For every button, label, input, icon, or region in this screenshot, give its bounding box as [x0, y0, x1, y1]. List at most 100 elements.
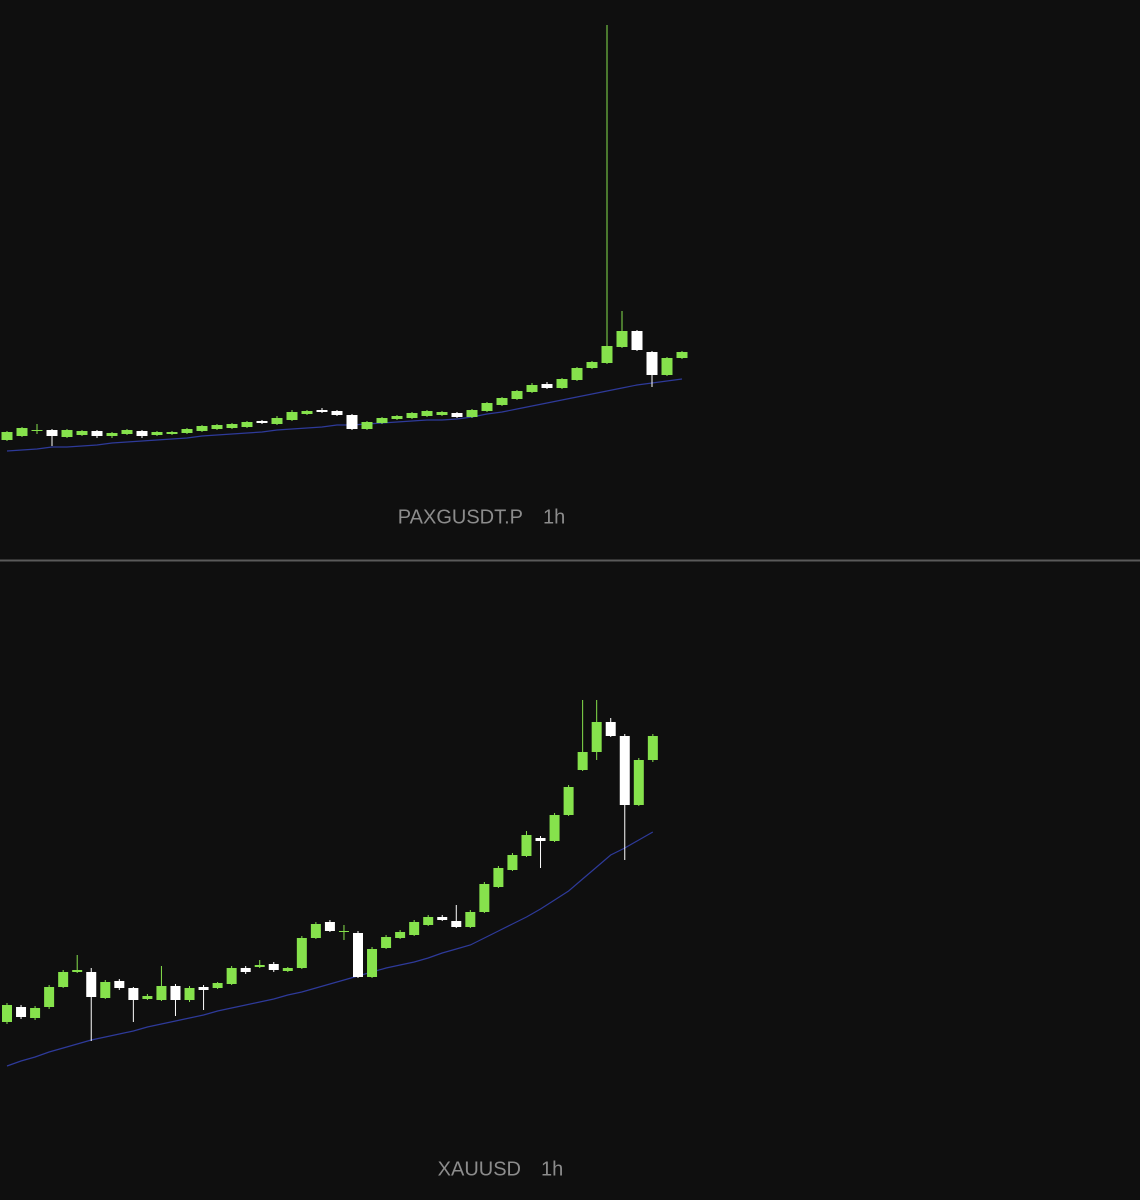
candle-body — [451, 921, 462, 927]
candle-body — [46, 430, 58, 436]
candle-body — [114, 981, 125, 988]
candle-body — [16, 1007, 27, 1017]
candle-body — [556, 379, 568, 388]
candle-body — [493, 868, 504, 887]
candle-body — [196, 426, 208, 431]
candle-body — [166, 432, 178, 434]
candle-body — [409, 922, 420, 935]
candle-body — [353, 933, 363, 977]
candle-body — [647, 736, 658, 760]
candle-body — [310, 924, 321, 938]
candle-body — [376, 418, 388, 423]
candle-body — [1, 432, 13, 440]
candle-body — [423, 917, 434, 925]
candle-body — [16, 428, 28, 436]
candle-body — [226, 968, 237, 984]
candle-body — [563, 787, 574, 815]
candle-body — [72, 970, 83, 972]
candle-body — [91, 431, 103, 436]
candle-body — [198, 987, 209, 990]
candle-body — [406, 413, 418, 418]
candle-body — [31, 430, 43, 431]
moving-average — [6, 831, 654, 1067]
candle-body — [142, 996, 153, 999]
candle-body — [181, 429, 193, 433]
candle-body — [76, 431, 88, 435]
candle-body — [367, 949, 378, 977]
candle-body — [240, 968, 251, 972]
candle-body — [282, 968, 293, 971]
candle-body — [571, 368, 583, 380]
candle-body — [511, 391, 523, 399]
candle-body — [184, 988, 195, 1000]
candle-body — [421, 411, 433, 416]
candle-body — [301, 411, 313, 414]
candle-body — [605, 722, 616, 736]
candle-body — [465, 912, 476, 927]
candle-body — [121, 430, 133, 434]
candle-body — [436, 412, 448, 415]
candle-body — [479, 884, 490, 912]
candle-body — [212, 983, 223, 988]
symbol-label: PAXGUSDT.P — [398, 506, 523, 528]
candle-body — [676, 352, 688, 358]
interval-label: 1h — [541, 1158, 563, 1180]
candle-body — [541, 384, 553, 388]
candle-body — [526, 385, 538, 392]
symbol-label: XAUUSD — [438, 1158, 521, 1180]
candle-body — [170, 986, 181, 1000]
candle-body — [286, 412, 298, 420]
candle-body — [437, 917, 448, 920]
candle-body — [254, 965, 265, 967]
candle-body — [86, 972, 97, 997]
candle-body — [241, 422, 253, 427]
candle-body — [661, 358, 673, 375]
candle-body — [128, 988, 139, 1000]
candle-body — [481, 403, 493, 411]
candle-body — [633, 760, 644, 805]
candle-body — [451, 413, 463, 417]
candle-body — [61, 430, 73, 437]
candle-body — [151, 432, 163, 435]
candle-body — [100, 982, 111, 998]
candle-body — [2, 1005, 12, 1022]
candle-body — [496, 398, 508, 405]
candle-body — [631, 331, 643, 350]
candle-body — [361, 422, 373, 429]
candle-body — [268, 964, 279, 970]
candle-body — [601, 346, 613, 363]
candle-body — [58, 972, 69, 987]
candle-body — [44, 987, 55, 1007]
candle-body — [324, 922, 335, 931]
candle-body — [346, 415, 358, 429]
candle-body — [271, 418, 283, 424]
candle-body — [507, 855, 518, 870]
candle-body — [156, 986, 167, 1000]
candle-body — [211, 425, 223, 429]
moving-average — [6, 378, 683, 452]
candle-body — [226, 424, 238, 428]
candle-body — [136, 431, 148, 436]
candle-body — [395, 932, 406, 938]
candle-body — [256, 421, 268, 423]
candle-body — [296, 938, 307, 968]
candle-body — [535, 838, 546, 841]
candle-body — [577, 752, 588, 770]
candle-body — [106, 433, 118, 436]
candle-body — [316, 410, 328, 412]
interval-label: 1h — [543, 506, 565, 528]
candle-body — [586, 362, 598, 368]
candle-body — [646, 352, 658, 375]
candle-body — [549, 815, 560, 841]
candle-body — [521, 835, 532, 856]
candle-body — [331, 411, 343, 415]
candle-body — [591, 722, 602, 752]
candle-body — [381, 937, 392, 948]
candle-body — [338, 931, 349, 932]
candle-body — [616, 331, 628, 347]
candle-body — [466, 410, 478, 417]
candle-body — [619, 736, 630, 805]
